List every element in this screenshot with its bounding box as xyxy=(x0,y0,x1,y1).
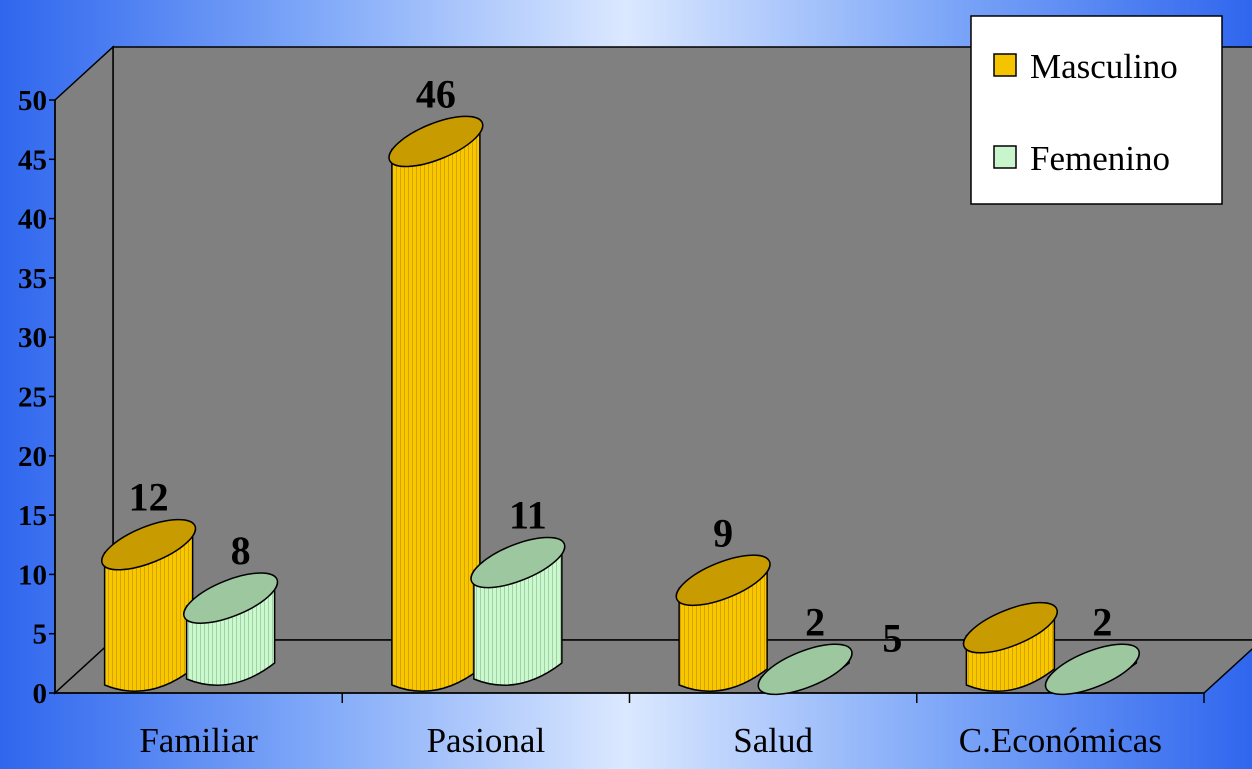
bar-femenino xyxy=(470,536,566,686)
data-label: 46 xyxy=(416,71,456,116)
data-label: 2 xyxy=(805,599,825,644)
y-tick-label: 15 xyxy=(18,500,47,532)
y-tick-label: 20 xyxy=(18,441,47,473)
legend-swatch xyxy=(993,53,1017,77)
legend: Masculino Femenino xyxy=(970,15,1223,205)
bar-femenino xyxy=(757,643,853,696)
data-label: 11 xyxy=(509,493,547,538)
bar-masculino xyxy=(388,115,484,692)
y-tick-label: 50 xyxy=(18,85,47,117)
data-label: 2 xyxy=(1092,599,1112,644)
y-tick-label: 10 xyxy=(18,559,47,591)
y-tick-label: 25 xyxy=(18,382,47,414)
x-tick-label: C.Económicas xyxy=(959,721,1162,760)
x-tick-label: Pasional xyxy=(427,721,546,760)
data-label: 8 xyxy=(231,528,251,573)
y-tick-label: 35 xyxy=(18,263,47,295)
data-label: 12 xyxy=(129,475,169,520)
legend-label: Masculino xyxy=(1030,47,1178,86)
data-label: 9 xyxy=(713,510,733,555)
y-tick-label: 5 xyxy=(33,619,48,651)
y-tick-label: 45 xyxy=(18,144,47,176)
bar-femenino xyxy=(183,572,279,686)
bar-masculino xyxy=(101,518,197,692)
x-tick-label: Salud xyxy=(733,721,813,760)
y-tick-label: 30 xyxy=(18,322,47,354)
legend-label: Femenino xyxy=(1030,139,1170,178)
y-tick-label: 0 xyxy=(33,678,48,710)
legend-swatch xyxy=(993,145,1017,169)
y-tick-label: 40 xyxy=(18,204,47,236)
data-label: 5 xyxy=(882,616,902,661)
x-tick-label: Familiar xyxy=(139,721,258,760)
bar-masculino xyxy=(675,554,771,692)
bar-masculino xyxy=(962,601,1058,692)
bar-femenino xyxy=(1044,643,1140,696)
legend-box xyxy=(970,15,1223,205)
